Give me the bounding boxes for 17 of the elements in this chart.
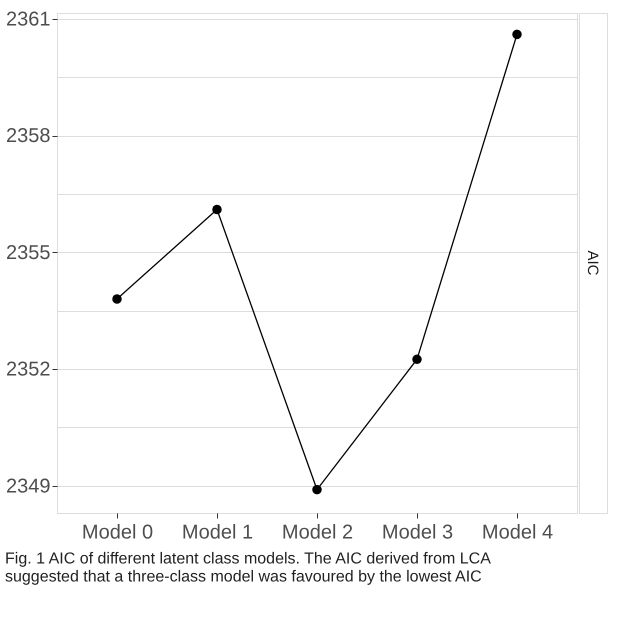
x-tick-label: Model 2 [282,522,354,544]
point [512,30,522,40]
x-tick-label: Model 1 [182,522,254,544]
x-tick-label: Model 0 [82,522,154,544]
y-tick-label: 2352 [6,358,50,381]
point [312,484,322,494]
y-tick-label: 2361 [6,8,50,30]
point [212,204,222,214]
point [412,354,422,364]
x-tick-label: Model 3 [382,522,454,544]
text: AIC [584,250,601,276]
point [112,294,122,304]
y-tick-label: 2349 [6,475,50,498]
y-tick-label: 2355 [6,242,50,264]
y-tick-label: 2358 [6,125,50,148]
caption: Fig. 1 AIC of different latent class models. The AIC derived from LCA suggested that a three-class model was favoured by the lowest AIC [5,550,492,586]
x-tick-label: Model 4 [482,522,554,544]
